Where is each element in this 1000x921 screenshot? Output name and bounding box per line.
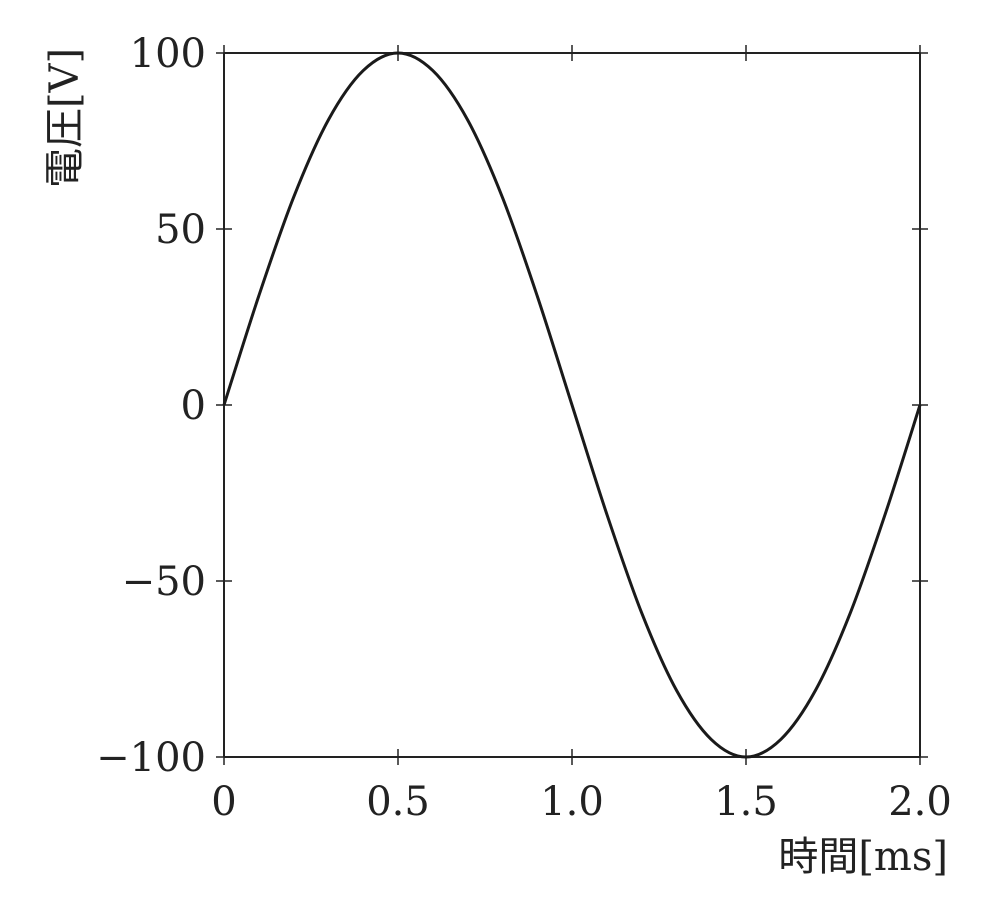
y-tick-label: −100 bbox=[96, 735, 206, 781]
x-axis-label: 時間[ms] bbox=[778, 834, 948, 880]
x-tick-label: 1.0 bbox=[540, 779, 604, 825]
x-tick-label: 2.0 bbox=[888, 779, 952, 825]
y-tick-label: 50 bbox=[155, 207, 206, 253]
y-axis-label: 電圧[V] bbox=[42, 48, 88, 188]
series bbox=[222, 51, 922, 759]
ticks bbox=[216, 45, 928, 765]
x-tick-label: 0.5 bbox=[366, 779, 430, 825]
x-tick-label: 0 bbox=[211, 779, 236, 825]
y-tick-label: 100 bbox=[130, 31, 206, 77]
y-tick-label: 0 bbox=[181, 383, 206, 429]
x-tick-label: 1.5 bbox=[714, 779, 778, 825]
voltage-series-line bbox=[222, 51, 922, 759]
y-tick-label: −50 bbox=[122, 559, 206, 605]
tick-labels: 0 0.5 1.0 1.5 2.0 100 50 0 −50 −100 bbox=[96, 31, 952, 825]
